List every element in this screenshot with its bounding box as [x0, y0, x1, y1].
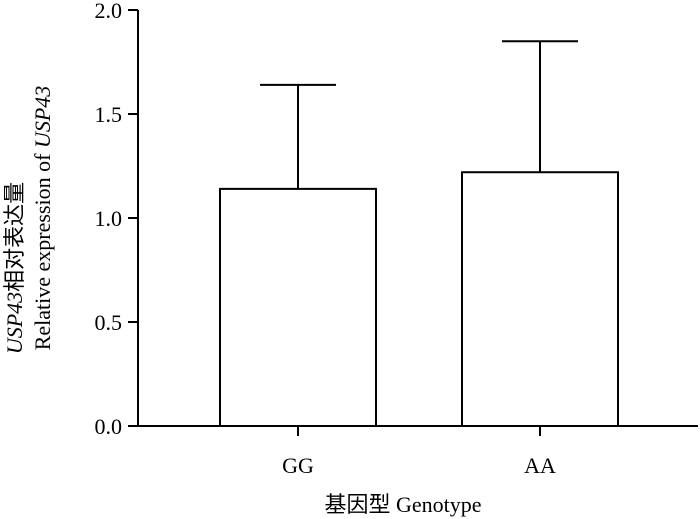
- y-axis-title-line1: USP43相对表达量: [2, 182, 27, 354]
- y-tick-label: 1.0: [95, 206, 123, 231]
- y-axis-gene-name: USP43: [2, 292, 27, 354]
- y-axis-title-cn: 相对表达量: [2, 182, 27, 292]
- bar-gg: [219, 187, 377, 427]
- x-axis-title: 基因型 Genotype: [324, 492, 481, 517]
- x-tick-label-gg: GG: [282, 453, 314, 478]
- y-axis-gene-name-2: USP43: [30, 86, 55, 148]
- bars: [219, 40, 619, 427]
- y-axis-title-en: Relative expression of: [30, 148, 55, 350]
- y-tick-label: 0.5: [95, 310, 123, 335]
- y-axis-title-line2: Relative expression of USP43: [30, 86, 55, 351]
- y-tick-label: 0.0: [95, 414, 123, 439]
- bar-aa: [461, 171, 619, 427]
- x-tick-label-aa: AA: [524, 453, 556, 478]
- y-tick-label: 1.5: [95, 102, 123, 127]
- x-ticks: GG AA: [282, 426, 556, 478]
- y-ticks: 0.0 0.5 1.0 1.5 2.0: [95, 0, 138, 439]
- y-tick-label: 2.0: [95, 0, 123, 23]
